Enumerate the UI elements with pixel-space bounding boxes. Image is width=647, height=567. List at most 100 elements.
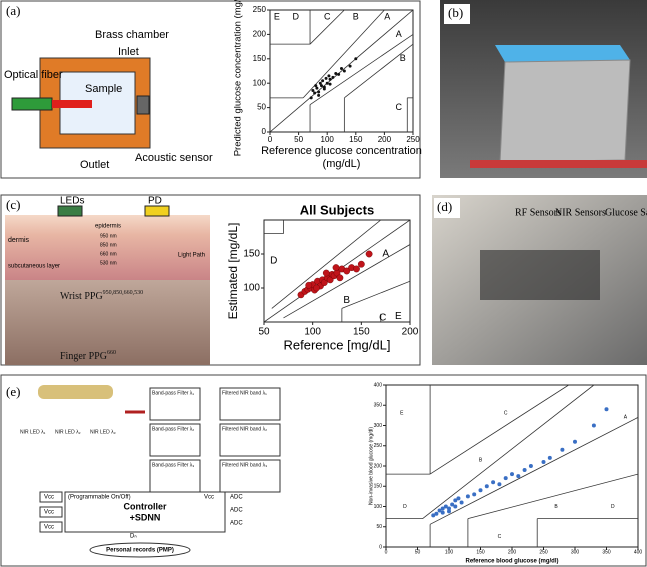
label: 950 nm	[100, 233, 117, 239]
x-tick-label: 300	[571, 549, 580, 555]
zone-label: D	[403, 504, 407, 510]
y-tick-label: 150	[253, 54, 267, 63]
zone-label: D	[270, 255, 277, 266]
label: Personal records (PMP)	[106, 548, 174, 554]
x-axis-label: Reference glucose concentration	[261, 145, 422, 157]
point	[542, 460, 546, 464]
x-tick-label: 50	[294, 135, 303, 144]
point	[306, 282, 312, 288]
chart-title: All Subjects	[300, 202, 374, 217]
x-axis-label: Reference [mg/dL]	[284, 337, 391, 352]
leds	[58, 206, 82, 216]
point	[605, 407, 609, 411]
zone-label: B	[343, 295, 350, 306]
x-tick-label: 50	[415, 549, 421, 555]
zone-label: E	[395, 311, 402, 322]
x-axis-label: Reference blood glucose (mg/dl)	[465, 559, 558, 565]
label: +SDNN	[130, 512, 161, 522]
point	[315, 87, 318, 90]
x-tick-label: 400	[634, 549, 643, 555]
zone-label: E	[274, 12, 280, 22]
x-tick-label: 100	[304, 327, 321, 338]
zone-label: D	[292, 12, 299, 22]
label: Outlet	[80, 159, 109, 171]
label: Filtered NIR band λ₂	[222, 426, 267, 432]
point	[329, 83, 332, 86]
wrist: Wrist PPG	[60, 291, 103, 302]
y-tick-label: 0	[379, 544, 382, 550]
x-tick-label: 100	[445, 549, 454, 555]
x-tick-label: 250	[406, 135, 420, 144]
finger-icon	[38, 385, 113, 399]
label: epidermis	[95, 224, 121, 230]
point	[523, 468, 527, 472]
x-tick-label: 100	[321, 135, 335, 144]
y-axis-label: Non-invasive blood glucose (mg/dl)	[368, 427, 374, 505]
point	[354, 57, 357, 60]
y-tick-label: 250	[374, 443, 383, 449]
point	[560, 448, 564, 452]
point	[516, 474, 520, 478]
label: ADC	[230, 495, 243, 501]
y-tick-label: 200	[374, 463, 383, 469]
zone-label: C	[504, 411, 508, 417]
point	[323, 88, 326, 91]
point	[340, 67, 343, 70]
zone-label: C	[498, 534, 502, 540]
label: NIR LED λ₃	[90, 429, 116, 435]
sensor	[137, 96, 149, 114]
x-tick-label: 150	[476, 549, 485, 555]
point	[366, 251, 372, 257]
label: 850 nm	[100, 242, 117, 248]
point	[317, 90, 320, 93]
y-tick-label: 50	[376, 524, 382, 530]
point	[548, 456, 552, 460]
x-tick-label: 150	[349, 135, 363, 144]
zone-label: C	[379, 313, 386, 324]
point	[313, 285, 319, 291]
point	[466, 494, 470, 498]
point	[310, 96, 313, 99]
point	[491, 480, 495, 484]
label: Filtered NIR band λ₁	[222, 390, 267, 396]
label: Dₙ	[130, 534, 137, 540]
label: Band-pass Filter λ₃	[152, 462, 194, 468]
pd	[145, 206, 169, 216]
label: Vcc	[204, 495, 214, 501]
point	[320, 84, 323, 87]
label: PD	[148, 196, 162, 207]
zone-label: A	[382, 249, 389, 260]
point	[326, 82, 329, 85]
label: Sample	[85, 83, 122, 95]
label: Inlet	[118, 46, 139, 58]
panel-label: (c)	[6, 197, 20, 212]
point	[529, 464, 533, 468]
point	[353, 266, 359, 272]
point	[323, 270, 329, 276]
x-tick-label: 200	[508, 549, 517, 555]
label: subcutaneous layer	[8, 264, 60, 270]
point	[349, 65, 352, 68]
y-tick-label: 300	[374, 423, 383, 429]
point	[325, 77, 328, 80]
point	[592, 424, 596, 428]
zone-label: A	[384, 12, 390, 22]
point	[434, 512, 438, 516]
y-tick-label: 250	[253, 5, 267, 14]
device-body	[500, 60, 630, 162]
label: ADC	[230, 521, 243, 527]
point	[327, 74, 330, 77]
point	[331, 76, 334, 79]
point	[504, 476, 508, 480]
x-tick-label: 200	[378, 135, 392, 144]
x-tick-label: 0	[268, 135, 273, 144]
x-tick-label: 350	[602, 549, 611, 555]
panel-label: (a)	[6, 3, 20, 18]
label: Filtered NIR band λ₃	[222, 462, 267, 468]
label: NIR LED λ₂	[55, 429, 81, 435]
y-tick-label: 400	[374, 382, 383, 388]
point	[485, 484, 489, 488]
label: Brass chamber	[95, 29, 169, 41]
point	[497, 482, 501, 486]
label: Vcc	[44, 495, 54, 501]
